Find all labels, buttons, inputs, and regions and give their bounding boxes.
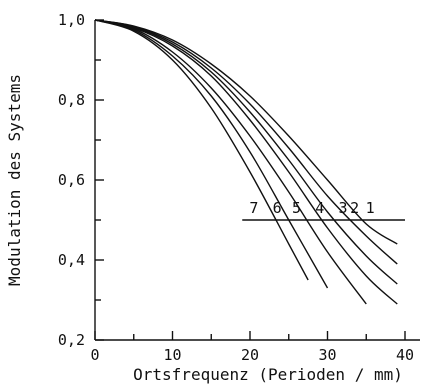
x-tick-label: 30 <box>318 346 336 364</box>
axes <box>94 20 420 341</box>
x-ticks: 0 10 20 30 40 <box>90 331 414 364</box>
y-tick-label: 0,8 <box>58 91 85 109</box>
x-tick-label: 0 <box>90 346 99 364</box>
y-tick-label: 0,4 <box>58 251 85 269</box>
y-ticks: 0,2 0,4 0,6 0,8 1,0 <box>58 11 104 349</box>
curve-3 <box>94 19 398 285</box>
curve-7 <box>94 19 309 281</box>
y-tick-label: 0,6 <box>58 171 85 189</box>
curve-4 <box>94 19 398 305</box>
curve-6 <box>94 19 329 289</box>
y-tick-label: 1,0 <box>58 11 85 29</box>
x-tick-label: 20 <box>241 346 259 364</box>
curve-label-3: 3 <box>338 199 347 217</box>
y-axis-title: Modulation des Systems <box>5 74 24 286</box>
curve-label-4: 4 <box>315 199 324 217</box>
curve-label-2: 2 <box>350 199 359 217</box>
curve-label-5: 5 <box>292 199 301 217</box>
x-tick-label: 10 <box>163 346 181 364</box>
curve-label-6: 6 <box>273 199 282 217</box>
curve-5 <box>94 19 367 305</box>
y-tick-label: 0,2 <box>58 331 85 349</box>
curve-label-1: 1 <box>366 199 375 217</box>
curve-label-7: 7 <box>249 199 258 217</box>
curve-2 <box>94 19 398 265</box>
curve-1 <box>94 19 398 245</box>
x-tick-label: 40 <box>396 346 414 364</box>
x-axis-title: Ortsfrequenz (Perioden / mm) <box>133 365 403 384</box>
curves <box>94 19 398 305</box>
